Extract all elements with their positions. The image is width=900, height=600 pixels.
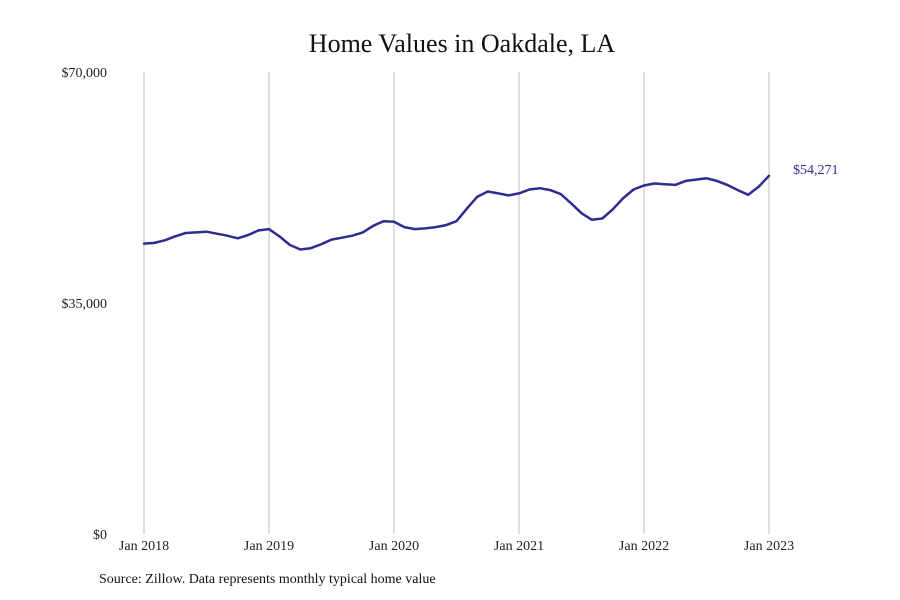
x-tick-label: Jan 2021 [494, 539, 544, 554]
y-tick-label: $70,000 [62, 66, 108, 81]
y-axis-tick-labels: $70,000 $35,000 $0 [62, 66, 108, 543]
x-tick-label: Jan 2022 [619, 539, 669, 554]
source-note: Source: Zillow. Data represents monthly … [99, 572, 436, 587]
latest-value-label: $54,271 [793, 163, 839, 178]
x-axis-tick-labels: Jan 2018 Jan 2019 Jan 2020 Jan 2021 Jan 2022… [119, 539, 794, 554]
x-tick-label: Jan 2023 [744, 539, 794, 554]
x-tick-label: Jan 2018 [119, 539, 169, 554]
chart-title: Home Values in Oakdale, LA [309, 29, 616, 58]
y-tick-label: $35,000 [62, 297, 108, 312]
y-tick-label: $0 [93, 528, 107, 543]
home-value-series-line [142, 174, 771, 251]
x-tick-label: Jan 2019 [244, 539, 294, 554]
x-tick-label: Jan 2020 [369, 539, 419, 554]
vertical-gridlines [143, 72, 770, 534]
